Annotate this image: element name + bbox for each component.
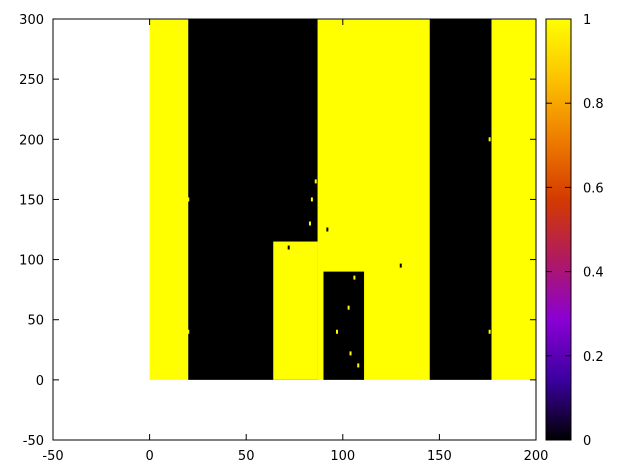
heatmap-cell bbox=[293, 263, 296, 268]
heatmap-cell bbox=[314, 179, 317, 184]
heatmap-region bbox=[273, 241, 318, 380]
y-tick-label: 0 bbox=[36, 374, 44, 389]
colorbar-gradient bbox=[546, 19, 571, 440]
colorbar-tick-label: 0 bbox=[583, 434, 591, 449]
x-axis: -50 0 50 100 150 200 bbox=[42, 19, 548, 464]
heatmap-cell bbox=[308, 221, 311, 226]
colorbar-ticks: 0 0.2 0.4 0.6 0.8 1 bbox=[546, 13, 604, 449]
heatmap-cell bbox=[310, 197, 313, 202]
heatmap-region bbox=[323, 271, 365, 380]
colorbar-tick-label: 0.4 bbox=[583, 266, 604, 281]
heatmap-cell bbox=[349, 351, 352, 356]
colorbar-frame bbox=[545, 18, 572, 441]
heatmap-cell bbox=[488, 137, 491, 142]
heatmap-cell bbox=[361, 262, 364, 267]
x-tick-label: 200 bbox=[524, 449, 549, 464]
colorbar-tick-label: 0.2 bbox=[583, 350, 604, 365]
y-tick-label: 250 bbox=[19, 73, 44, 88]
heatmap-cell bbox=[399, 263, 402, 268]
heatmap-cell bbox=[187, 329, 190, 334]
heatmap-cell bbox=[353, 275, 356, 280]
colorbar-tick-label: 0.6 bbox=[583, 181, 604, 196]
heatmap-band bbox=[149, 19, 189, 380]
heatmap-cell bbox=[357, 363, 360, 368]
heatmap-cell bbox=[488, 329, 491, 334]
x-tick-label: 150 bbox=[427, 449, 452, 464]
y-tick-label: -50 bbox=[23, 434, 44, 449]
plot-frame bbox=[52, 18, 537, 441]
heatmap-band bbox=[429, 19, 492, 380]
heatmap-cell bbox=[187, 197, 190, 202]
x-tick-label: 0 bbox=[145, 449, 153, 464]
y-tick-label: 300 bbox=[19, 13, 44, 28]
colorbar-tick-label: 1 bbox=[583, 13, 591, 28]
heatmap-cell bbox=[366, 257, 369, 262]
y-axis: -50 0 50 100 150 200 250 300 bbox=[19, 13, 536, 449]
heatmap-cell bbox=[332, 251, 335, 256]
plot-area bbox=[149, 19, 536, 380]
heatmap-cell bbox=[287, 245, 290, 250]
x-tick-label: -50 bbox=[42, 449, 63, 464]
colorbar-tick-label: 0.8 bbox=[583, 97, 604, 112]
heatmap-band bbox=[491, 19, 536, 380]
y-tick-label: 150 bbox=[19, 193, 44, 208]
y-tick-label: 50 bbox=[27, 314, 44, 329]
x-tick-label: 100 bbox=[330, 449, 355, 464]
heatmap-cell bbox=[303, 272, 306, 277]
heatmap-cell bbox=[347, 305, 350, 310]
colorbar: 0 0.2 0.4 0.6 0.8 1 bbox=[545, 13, 604, 449]
y-tick-label: 200 bbox=[19, 133, 44, 148]
heatmap-cell bbox=[299, 257, 302, 262]
heatmap-cell bbox=[336, 329, 339, 334]
heatmap-cell bbox=[341, 259, 344, 264]
x-tick-label: 50 bbox=[238, 449, 255, 464]
heatmap-cell bbox=[326, 227, 329, 232]
y-tick-label: 100 bbox=[19, 254, 44, 269]
